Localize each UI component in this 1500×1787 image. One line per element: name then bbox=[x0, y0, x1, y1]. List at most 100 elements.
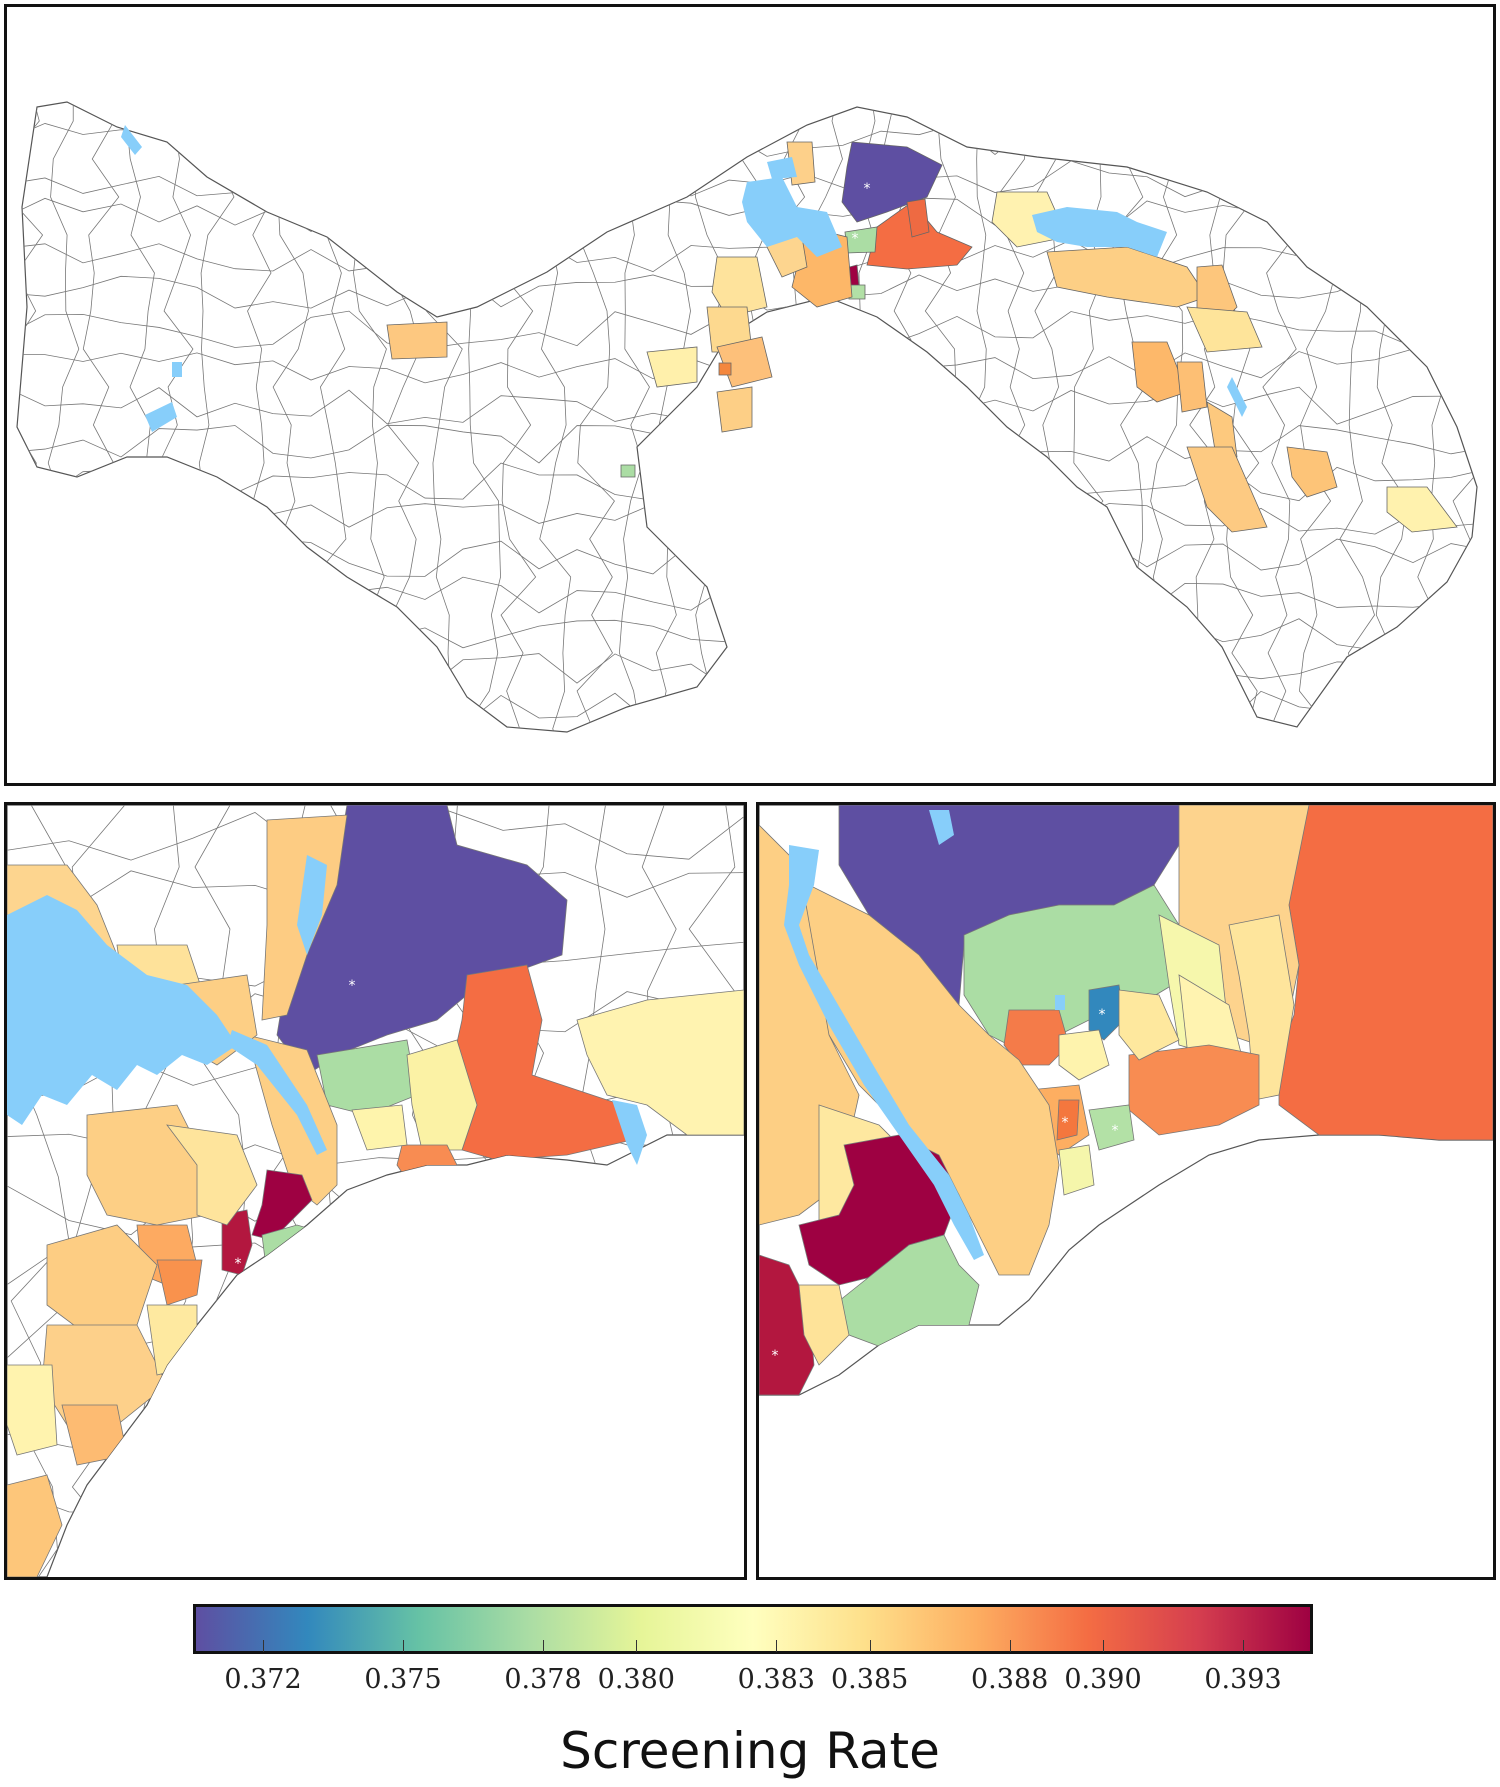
star-icon: * bbox=[235, 1256, 242, 1272]
star-icon: * bbox=[931, 1342, 938, 1358]
district-orange-1 bbox=[1131, 341, 1188, 403]
star-icon: * bbox=[772, 1348, 779, 1364]
star-icon: * bbox=[1099, 1007, 1106, 1023]
district-red-east bbox=[1278, 805, 1493, 1141]
star-icon: * bbox=[349, 978, 356, 994]
district-boundary-line bbox=[7, 46, 1493, 82]
district-boundary-line bbox=[17, 120, 1477, 157]
district-yellow-north bbox=[386, 321, 448, 360]
lake-small bbox=[1055, 995, 1065, 1010]
district-light-mid3 bbox=[1058, 1144, 1095, 1196]
canal-inlet bbox=[929, 810, 954, 845]
lake-north bbox=[767, 157, 797, 179]
colorbar-gradient bbox=[193, 1604, 1313, 1654]
district-tan-5 bbox=[1286, 446, 1338, 498]
colorbar-tick-label: 0.390 bbox=[1064, 1664, 1142, 1695]
star-icon: * bbox=[852, 231, 859, 247]
colored-districts bbox=[386, 141, 1458, 533]
colorbar-tick-mark bbox=[543, 1640, 544, 1652]
district-tan-west-4 bbox=[716, 386, 753, 433]
colorbar-title: Screening Rate bbox=[560, 1722, 940, 1780]
colorbar-tick-label: 0.388 bbox=[971, 1664, 1049, 1695]
district-boundary-line bbox=[7, 1487, 744, 1538]
district-red-mid bbox=[1056, 1099, 1080, 1141]
colored-districts bbox=[759, 805, 1493, 1395]
colorbar-tick-mark bbox=[776, 1640, 778, 1652]
district-crimson bbox=[221, 1209, 253, 1276]
lake-west-1 bbox=[121, 125, 142, 155]
colorbar-tick-mark bbox=[1103, 1640, 1104, 1652]
district-dot-orange bbox=[718, 362, 732, 376]
lake-west-2 bbox=[145, 402, 177, 432]
colorbar-tick-mark bbox=[403, 1640, 404, 1652]
district-light-east bbox=[576, 989, 744, 1136]
district-light-w3 bbox=[7, 1364, 58, 1456]
district-purple bbox=[841, 141, 943, 223]
district-tan-4 bbox=[1186, 446, 1268, 533]
district-boundary-line bbox=[1489, 7, 1493, 783]
district-tan-w4 bbox=[7, 1474, 63, 1577]
star-icon: * bbox=[864, 181, 871, 197]
district-green bbox=[963, 884, 1190, 1051]
colorbar-tick-label: 0.375 bbox=[364, 1664, 442, 1695]
canal-channel bbox=[784, 845, 984, 1260]
lake-gatun bbox=[742, 177, 842, 257]
district-green-mid bbox=[1088, 1104, 1135, 1151]
colorbar-tick-label: 0.383 bbox=[737, 1664, 815, 1695]
district-light-mid bbox=[351, 1104, 408, 1151]
water-bodies bbox=[7, 855, 647, 1165]
colorbar-tick-label: 0.385 bbox=[831, 1664, 909, 1695]
colorbar-tick-mark bbox=[263, 1640, 264, 1652]
colorbar-tick-label: 0.380 bbox=[597, 1664, 675, 1695]
water-bodies bbox=[784, 810, 1065, 1260]
zoom-map-1-panel: * * * bbox=[4, 802, 747, 1580]
zoom-map-2-panel: * * * * * bbox=[756, 802, 1496, 1580]
district-boundary-line bbox=[769, 102, 806, 732]
water-bodies bbox=[121, 125, 1247, 432]
star-markers: * * * bbox=[235, 978, 356, 1272]
district-boundary-line bbox=[921, 102, 957, 732]
district-tan-canal bbox=[778, 884, 1060, 1276]
colorbar-tick-mark bbox=[869, 1640, 871, 1652]
canal-region-map: * * * bbox=[7, 805, 744, 1577]
lake-west-3 bbox=[172, 362, 182, 377]
main-map-panel: * * bbox=[4, 4, 1496, 786]
lake-alajuela bbox=[297, 855, 327, 955]
colorbar-tick-mark bbox=[1009, 1640, 1011, 1652]
district-boundary-line bbox=[17, 102, 1477, 122]
canal-channel bbox=[227, 1030, 327, 1155]
lake-gatun bbox=[7, 895, 237, 1125]
colorbar-tick-label: 0.372 bbox=[224, 1664, 302, 1695]
colorbar-tick-label: 0.393 bbox=[1204, 1664, 1282, 1695]
colorbar bbox=[193, 1604, 1313, 1654]
district-green-west bbox=[620, 464, 636, 478]
star-icon: * bbox=[1062, 1115, 1069, 1131]
colorbar-tick-label: 0.378 bbox=[504, 1664, 582, 1695]
district-orange-w2 bbox=[156, 1259, 203, 1306]
colorbar-ticks: 0.372 0.375 0.378 0.380 0.383 0.385 0.388 0.390… bbox=[193, 1640, 1313, 1714]
lake-river-east bbox=[1227, 377, 1247, 417]
star-icon: * bbox=[303, 1246, 310, 1262]
lake-bayano bbox=[1032, 207, 1167, 257]
district-orange-2 bbox=[1176, 361, 1208, 413]
district-boundary-line bbox=[17, 729, 1477, 732]
district-boundary-line bbox=[1450, 102, 1477, 732]
district-red-small bbox=[906, 198, 930, 238]
district-light-3 bbox=[1386, 486, 1458, 533]
district-light-sw bbox=[798, 1284, 850, 1366]
district-light-2 bbox=[1186, 306, 1263, 353]
star-markers: * * bbox=[852, 181, 871, 247]
district-boundary-line bbox=[7, 1550, 744, 1577]
star-markers: * * * * * bbox=[772, 1007, 1119, 1364]
district-orange-e bbox=[1128, 1044, 1260, 1136]
district-lightyellow-1 bbox=[406, 1039, 478, 1151]
panama-city-map: * * * * * bbox=[759, 805, 1493, 1396]
district-tan-e2 bbox=[1228, 914, 1295, 1101]
district-green bbox=[844, 226, 878, 254]
river-east bbox=[612, 1100, 647, 1165]
star-icon: * bbox=[1112, 1123, 1119, 1139]
district-light-west bbox=[646, 346, 698, 388]
district-boundary-line bbox=[7, 9, 1493, 45]
district-light-mid1 bbox=[1118, 989, 1180, 1061]
panama-map: * * bbox=[7, 7, 1493, 783]
